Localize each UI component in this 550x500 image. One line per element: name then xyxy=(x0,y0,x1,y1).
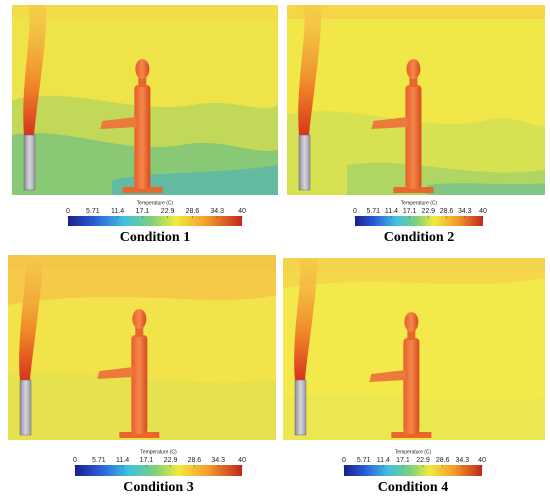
head xyxy=(132,309,147,329)
arm xyxy=(100,117,137,129)
neck xyxy=(409,77,418,87)
torso xyxy=(131,335,148,434)
colorbar-tick-label: 11.4 xyxy=(116,457,129,464)
colorbar-tick-label: 0 xyxy=(73,457,77,464)
cfd-field xyxy=(283,258,545,440)
colorbar-tick-label: 22.9 xyxy=(421,208,435,215)
colorbar-tick-label: 28.6 xyxy=(440,208,454,215)
colorbar xyxy=(355,216,483,226)
colorbar-tick-label: 17.1 xyxy=(140,457,154,464)
base-plate xyxy=(393,187,434,193)
arm xyxy=(371,117,408,129)
colorbar-tick-label: 40 xyxy=(479,208,487,215)
colorbar-tick-label: 34.3 xyxy=(211,457,225,464)
colorbar-title: Temperature (C) xyxy=(137,200,174,206)
neck xyxy=(407,330,416,340)
field-top xyxy=(12,5,278,19)
neck xyxy=(135,327,144,337)
panel: Temperature (C) 0 5.71 11.4 17.1 22.9 28.6 34.3… xyxy=(12,5,278,245)
colorbar xyxy=(344,465,482,476)
colorbar-tick-label: 17.1 xyxy=(396,457,410,464)
field-band xyxy=(283,258,545,288)
base-plate xyxy=(391,432,432,438)
colorbar-tick-label: 28.6 xyxy=(436,457,450,464)
colorbar-tick-label: 5.71 xyxy=(92,457,106,464)
colorbar-tick-label: 11.4 xyxy=(111,208,124,215)
torso xyxy=(403,338,420,434)
panel-label: Condition 3 xyxy=(123,480,193,495)
base-plate xyxy=(119,432,160,438)
colorbar-tick-label: 5.71 xyxy=(357,457,371,464)
colorbar-tick-label: 40 xyxy=(238,457,246,464)
colorbar-tick-label: 17.1 xyxy=(136,208,150,215)
colorbar-tick-label: 28.6 xyxy=(188,457,202,464)
panel-label: Condition 2 xyxy=(384,230,454,245)
neck xyxy=(138,77,147,87)
panel: Temperature (C) 0 5.71 11.4 17.1 22.9 28.6 34.3… xyxy=(287,5,545,245)
heater xyxy=(294,379,307,436)
heater xyxy=(19,379,32,436)
arm xyxy=(97,367,134,379)
colorbar-tick-label: 22.9 xyxy=(416,457,430,464)
plume xyxy=(23,5,47,135)
plume xyxy=(294,258,318,380)
colorbar-title: Temperature (C) xyxy=(401,200,438,206)
panel: Temperature (C) 0 5.71 11.4 17.1 22.9 28.6 34.3… xyxy=(8,255,276,495)
panel: Temperature (C) 0 5.71 11.4 17.1 22.9 28.6 34.3… xyxy=(283,258,545,495)
panel-label: Condition 1 xyxy=(120,230,190,245)
arm xyxy=(369,370,406,382)
head xyxy=(406,59,421,79)
colorbar-tick-label: 11.4 xyxy=(377,457,390,464)
torso xyxy=(405,85,422,189)
cfd-field xyxy=(12,5,278,195)
colorbar-tick-label: 5.71 xyxy=(86,208,100,215)
field-band xyxy=(8,255,276,305)
colorbar-tick-label: 22.9 xyxy=(161,208,175,215)
colorbar-tick-label: 34.3 xyxy=(458,208,472,215)
base-plate xyxy=(122,187,163,193)
colorbar xyxy=(75,465,242,476)
colorbar-tick-label: 34.3 xyxy=(210,208,224,215)
torso xyxy=(134,85,151,189)
cfd-field xyxy=(287,5,545,195)
colorbar-tick-label: 0 xyxy=(66,208,70,215)
heater xyxy=(298,134,311,191)
heater xyxy=(23,134,36,191)
plume xyxy=(19,255,43,380)
colorbar-tick-label: 40 xyxy=(238,208,246,215)
plume xyxy=(298,5,322,135)
head xyxy=(404,312,419,332)
cfd-field xyxy=(8,255,276,440)
colorbar-tick-label: 40 xyxy=(478,457,486,464)
field-band xyxy=(427,183,545,195)
head xyxy=(135,59,150,79)
field-top xyxy=(287,5,545,19)
panel-label: Condition 4 xyxy=(378,480,448,495)
colorbar-tick-label: 5.71 xyxy=(366,208,380,215)
colorbar xyxy=(68,216,242,226)
colorbar-tick-label: 0 xyxy=(342,457,346,464)
colorbar-tick-label: 11.4 xyxy=(385,208,398,215)
colorbar-tick-label: 28.6 xyxy=(186,208,200,215)
colorbar-title: Temperature (C) xyxy=(140,449,177,455)
colorbar-title: Temperature (C) xyxy=(395,449,432,455)
colorbar-tick-label: 34.3 xyxy=(456,457,470,464)
colorbar-tick-label: 0 xyxy=(353,208,357,215)
colorbar-tick-label: 17.1 xyxy=(403,208,417,215)
colorbar-tick-label: 22.9 xyxy=(164,457,178,464)
